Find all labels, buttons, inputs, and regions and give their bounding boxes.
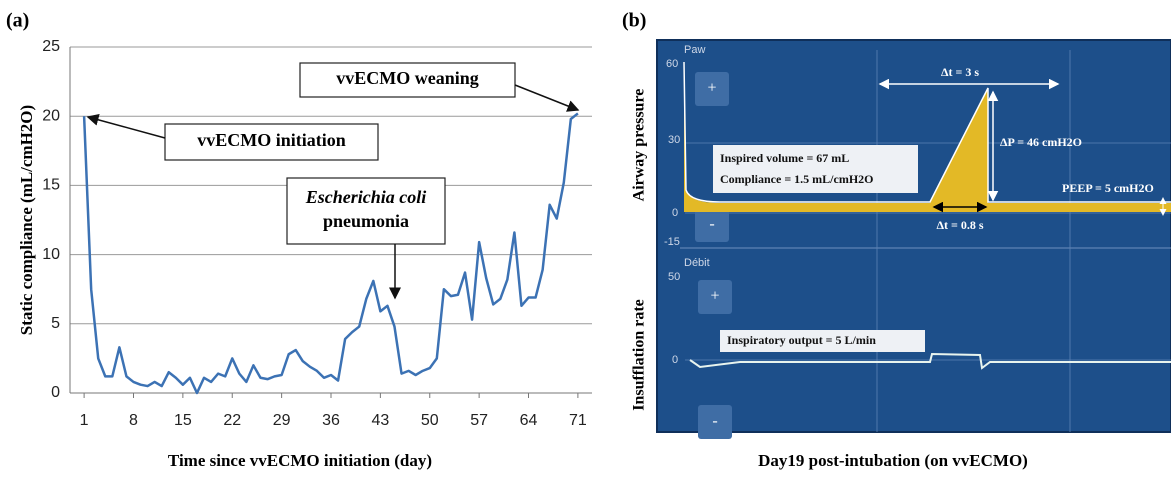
note: PEEP = 5 cmH2O	[1062, 181, 1154, 195]
scale-label: 0	[672, 354, 678, 366]
panel-label: (a)	[6, 10, 29, 32]
scale-label: 60	[666, 58, 678, 70]
button-label[interactable]: +	[710, 288, 719, 305]
note: Δt = 3 s	[941, 65, 979, 79]
y-axis-label: Static compliance (mL/cmH2O)	[17, 105, 36, 335]
y-tick-label: 0	[51, 384, 60, 401]
y-tick-label: 20	[42, 107, 60, 124]
button-label[interactable]: -	[712, 413, 717, 430]
y-tick-label: 15	[42, 177, 60, 194]
y-tick-label: 5	[51, 315, 60, 332]
note: Δt = 0.8 s	[936, 218, 983, 232]
annotation: pneumonia	[323, 211, 409, 231]
scale-label: 50	[668, 271, 680, 283]
panel-a: (a) Time since vvECMO initiation (day) S…	[6, 10, 592, 470]
scale-label: -15	[664, 236, 680, 248]
flow-title: Débit	[684, 257, 710, 269]
note: Inspired volume = 67 mL	[720, 151, 849, 165]
x-tick-label: 50	[421, 412, 439, 429]
x-tick-label: 57	[470, 412, 488, 429]
panel-label: (b)	[622, 10, 646, 32]
x-tick-label: 71	[569, 412, 587, 429]
x-tick-label: 1	[80, 412, 89, 429]
note: Inspiratory output = 5 L/min	[727, 333, 876, 347]
left-label: Airway pressure	[631, 89, 648, 202]
paw-title: Paw	[684, 44, 705, 56]
x-tick-label: 36	[322, 412, 340, 429]
note: ΔP = 46 cmH2O	[1000, 135, 1082, 149]
annotation-arrow	[88, 117, 165, 138]
y-tick-label: 10	[42, 246, 60, 263]
x-tick-label: 43	[371, 412, 389, 429]
x-tick-label: 64	[520, 412, 538, 429]
annotation: Escherichia coli	[305, 187, 427, 207]
monitor-screen	[657, 40, 1171, 432]
note: Compliance = 1.5 mL/cmH2O	[720, 172, 874, 186]
x-tick-label: 29	[273, 412, 291, 429]
x-tick-label: 22	[223, 412, 241, 429]
scale-label: 30	[668, 134, 680, 146]
x-tick-label: 15	[174, 412, 192, 429]
caption: Day19 post-intubation (on vvECMO)	[758, 451, 1028, 470]
annotation: vvECMO initiation	[197, 130, 346, 150]
x-tick-label: 8	[129, 412, 138, 429]
scale-label: 0	[672, 207, 678, 219]
page: {"chart_data": {"type": "line", "panel_l…	[0, 0, 1171, 472]
annotation: vvECMO weaning	[336, 68, 479, 88]
panel-b: (b) Airway pressure Insufflation rate Da…	[622, 10, 1171, 470]
button-label[interactable]: -	[709, 216, 714, 233]
left-label: Insufflation rate	[631, 299, 648, 411]
x-axis-label: Time since vvECMO initiation (day)	[168, 451, 432, 470]
annotation-arrow	[515, 85, 578, 110]
button-label[interactable]: +	[707, 80, 716, 97]
figure: (a) Time since vvECMO initiation (day) S…	[0, 0, 1171, 472]
y-tick-label: 25	[42, 38, 60, 55]
